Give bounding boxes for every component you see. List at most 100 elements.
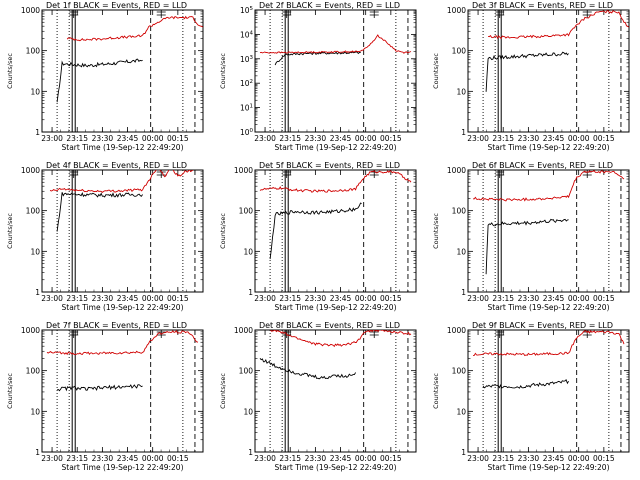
y-tick-label: 10: [243, 247, 253, 256]
x-tick-label: 00:15: [593, 454, 615, 463]
lld-series-line: [49, 170, 194, 193]
detector-panel-5: Det 5f BLACK = Events, RED = LLD 1 10 100 10…: [219, 161, 417, 312]
y-tick-label: 103: [240, 55, 254, 64]
plot-frame: [254, 9, 417, 133]
x-tick-label: 00:15: [593, 294, 615, 303]
y-tick-label: 10: [456, 87, 466, 96]
panel-title: Det 6f BLACK = Events, RED = LLD: [472, 161, 613, 170]
y-axis-label: Counts/sec: [6, 53, 14, 89]
y-tick-label: 10: [456, 247, 466, 256]
x-tick-label: 00:15: [593, 134, 615, 143]
y-tick-label: 100: [26, 207, 41, 216]
events-series-line: [56, 58, 143, 103]
x-tick-label: 23:15: [492, 134, 514, 143]
y-tick-label: 100: [26, 47, 41, 56]
detector-panel-6: Det 6f BLACK = Events, RED = LLD 1 10 100 10…: [432, 161, 630, 312]
y-tick-label: 1: [35, 288, 40, 297]
interval-bracket: [369, 10, 379, 18]
y-axis-label: Counts/sec: [219, 213, 227, 249]
x-tick-label: 23:00: [41, 134, 63, 143]
x-tick-label: 00:15: [167, 294, 189, 303]
plot-frame: [41, 9, 204, 133]
panel-title: Det 5f BLACK = Events, RED = LLD: [259, 161, 400, 170]
panel-title: Det 4f BLACK = Events, RED = LLD: [46, 161, 187, 170]
detector-panel-1: Det 1f BLACK = Events, RED = LLD 1 10 100 10…: [6, 1, 204, 152]
y-tick-label: 100: [452, 367, 467, 376]
interval-bracket: [495, 10, 505, 18]
x-tick-label: 23:00: [254, 134, 276, 143]
panel-title: Det 7f BLACK = Events, RED = LLD: [46, 321, 187, 330]
y-tick-label: 1: [35, 128, 40, 137]
interval-bracket: [69, 10, 79, 18]
y-tick-label: 100: [452, 207, 467, 216]
y-tick-label: 1: [461, 288, 466, 297]
interval-bracket: [582, 10, 592, 18]
x-tick-label: 00:00: [568, 294, 590, 303]
x-tick-label: 23:15: [492, 294, 514, 303]
panel-title: Det 8f BLACK = Events, RED = LLD: [259, 321, 400, 330]
x-tick-label: 23:45: [117, 134, 139, 143]
lld-series-line: [270, 330, 412, 348]
x-tick-label: 23:30: [92, 134, 114, 143]
y-tick-label: 100: [239, 207, 254, 216]
x-tick-label: 00:00: [142, 294, 164, 303]
plot-frame: [254, 329, 417, 453]
x-tick-label: 23:45: [117, 294, 139, 303]
x-tick-label: 00:00: [355, 294, 377, 303]
y-axis-label: Counts/sec: [432, 53, 440, 89]
y-tick-label: 1: [248, 288, 253, 297]
y-axis-label: Counts/sec: [219, 373, 227, 409]
x-axis-label: Start Time (19-Sep-12 22:49:20): [488, 143, 610, 152]
interval-bracket: [495, 330, 505, 338]
x-tick-label: 23:15: [279, 294, 301, 303]
y-axis-label: Counts/sec: [432, 213, 440, 249]
x-tick-label: 23:30: [305, 454, 327, 463]
y-tick-label: 10: [30, 407, 40, 416]
x-tick-label: 23:00: [467, 454, 489, 463]
x-tick-label: 23:45: [330, 134, 352, 143]
y-axis-label: Counts/sec: [432, 373, 440, 409]
x-tick-label: 23:00: [467, 134, 489, 143]
events-series-line: [56, 384, 143, 392]
x-axis-label: Start Time (19-Sep-12 22:49:20): [275, 143, 397, 152]
x-tick-label: 23:30: [518, 294, 540, 303]
y-axis-label: Counts/sec: [219, 53, 227, 89]
interval-bracket: [495, 170, 505, 178]
lld-series-line: [259, 170, 412, 193]
detector-panel-3: Det 3f BLACK = Events, RED = LLD 1 10 100 10…: [432, 1, 630, 152]
panel-title: Det 2f BLACK = Events, RED = LLD: [259, 1, 400, 10]
y-axis-label: Counts/sec: [6, 373, 14, 409]
x-tick-label: 23:30: [92, 294, 114, 303]
plot-frame: [467, 169, 630, 293]
panel-title: Det 3f BLACK = Events, RED = LLD: [472, 1, 613, 10]
y-tick-label: 1: [461, 128, 466, 137]
y-tick-label: 100: [26, 367, 41, 376]
interval-bracket: [369, 330, 379, 338]
x-axis-label: Start Time (19-Sep-12 22:49:20): [62, 463, 184, 472]
plot-frame: [254, 169, 417, 293]
x-tick-label: 23:15: [279, 454, 301, 463]
y-tick-label: 1000: [21, 166, 40, 175]
x-tick-label: 23:15: [279, 134, 301, 143]
lld-series-line: [259, 34, 412, 54]
y-tick-label: 105: [240, 6, 254, 15]
x-tick-label: 00:00: [355, 134, 377, 143]
events-series-line: [269, 202, 362, 260]
x-axis-label: Start Time (19-Sep-12 22:49:20): [488, 463, 610, 472]
y-tick-label: 10: [30, 87, 40, 96]
x-axis-label: Start Time (19-Sep-12 22:49:20): [488, 303, 610, 312]
y-axis-label: Counts/sec: [6, 213, 14, 249]
x-tick-label: 23:15: [66, 294, 88, 303]
x-tick-label: 23:15: [66, 134, 88, 143]
x-tick-label: 23:45: [330, 294, 352, 303]
events-series-line: [485, 51, 569, 92]
interval-bracket: [282, 170, 292, 178]
x-tick-label: 23:30: [518, 134, 540, 143]
panel-title: Det 1f BLACK = Events, RED = LLD: [46, 1, 187, 10]
x-tick-label: 23:00: [254, 454, 276, 463]
x-tick-label: 23:45: [117, 454, 139, 463]
lld-series-line: [46, 330, 199, 356]
y-tick-label: 1000: [447, 166, 466, 175]
x-tick-label: 00:00: [568, 454, 590, 463]
